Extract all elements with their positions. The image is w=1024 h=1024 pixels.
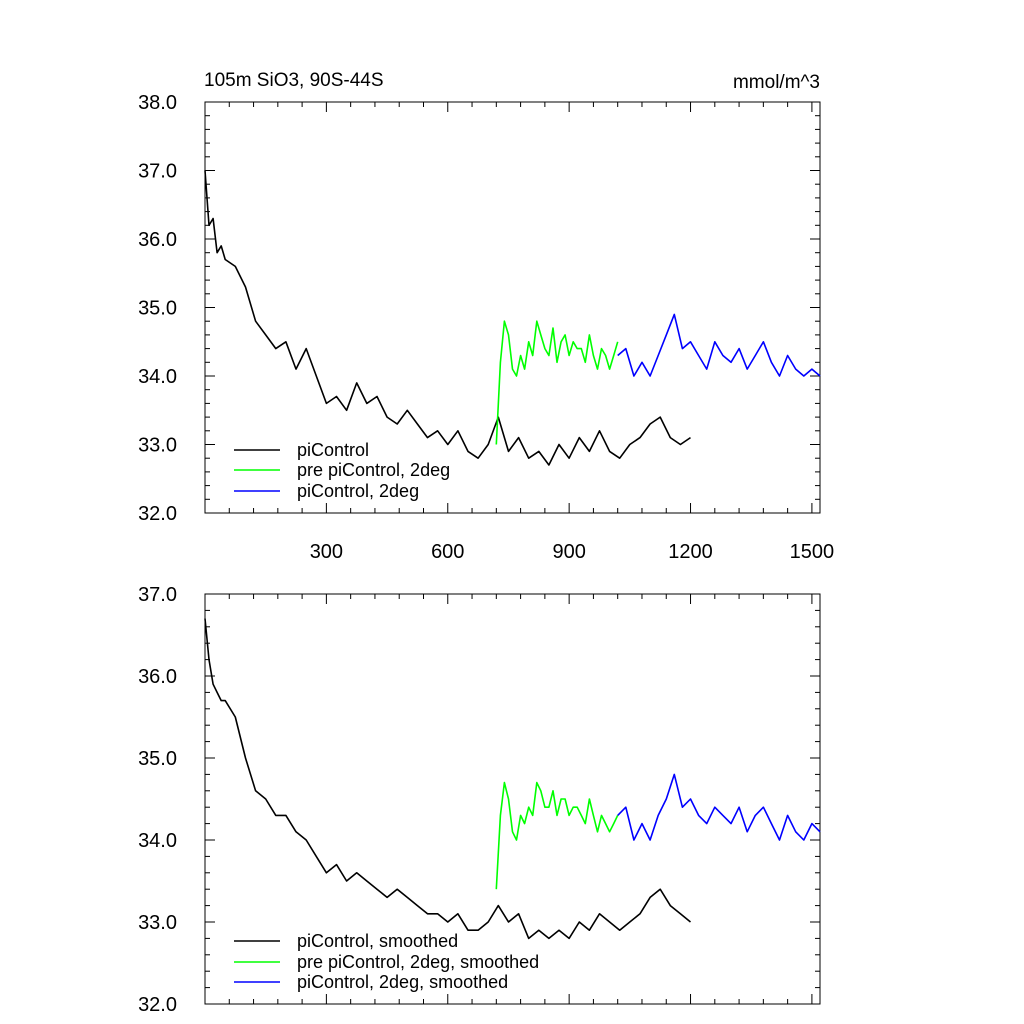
series-line-picontrol <box>204 170 691 466</box>
y-tick-label: 37.0 <box>138 584 177 606</box>
y-tick-label: 34.0 <box>138 830 177 852</box>
legend-label-pre-picontrol-smoothed: pre piControl, 2deg, smoothed <box>297 952 539 972</box>
y-tick-label: 33.0 <box>138 912 177 934</box>
top-panel: 105m SiO3, 90S-44S mmol/m^3 32.0 33.0 34.0… <box>138 70 834 563</box>
y-tick-label: 34.0 <box>138 366 177 388</box>
y-tick-label: 32.0 <box>138 503 177 525</box>
y-tick-label: 35.0 <box>138 748 177 770</box>
series-lines <box>204 618 821 940</box>
units-label: mmol/m^3 <box>733 72 820 93</box>
series-line-picontrol-2deg <box>617 313 821 377</box>
axis-ticks <box>205 101 820 514</box>
series-lines <box>204 170 821 466</box>
x-tick-label: 600 <box>431 541 464 563</box>
x-tick-label: 300 <box>310 541 343 563</box>
chart-title: 105m SiO3, 90S-44S <box>204 70 384 91</box>
x-tick-labels: 300 600 900 1200 1500 <box>310 541 834 563</box>
plot-frame <box>204 593 821 1005</box>
series-line-pre-picontrol-2deg <box>495 320 619 445</box>
x-tick-label: 1500 <box>790 541 835 563</box>
y-tick-label: 37.0 <box>138 161 177 183</box>
y-tick-label: 32.0 <box>138 994 177 1016</box>
bottom-panel: 32.0 33.0 34.0 35.0 36.0 37.0 piControl, smoo… <box>138 584 821 1016</box>
legend-label-picontrol: piControl <box>297 440 369 460</box>
y-tick-label: 36.0 <box>138 229 177 251</box>
x-tick-label: 1200 <box>668 541 713 563</box>
legend-label-pre-picontrol: pre piControl, 2deg <box>297 460 450 480</box>
y-tick-label: 36.0 <box>138 666 177 688</box>
legend-label-picontrol-smoothed: piControl, smoothed <box>297 931 458 951</box>
legend-label-picontrol-2deg-smoothed: piControl, 2deg, smoothed <box>297 972 508 992</box>
y-tick-labels: 32.0 33.0 34.0 35.0 36.0 37.0 38.0 <box>138 92 177 525</box>
y-tick-labels: 32.0 33.0 34.0 35.0 36.0 37.0 <box>138 584 177 1016</box>
legend: piControl pre piControl, 2deg piControl,… <box>234 440 450 501</box>
y-tick-label: 33.0 <box>138 435 177 457</box>
y-tick-label: 38.0 <box>138 92 177 114</box>
legend-label-picontrol-2deg: piControl, 2deg <box>297 481 419 501</box>
series-line-picontrol-smoothed <box>204 618 692 940</box>
x-tick-label: 900 <box>552 541 585 563</box>
legend: piControl, smoothed pre piControl, 2deg,… <box>234 931 539 992</box>
series-line-picontrol-2deg-smoothed <box>617 773 821 841</box>
series-line-pre-picontrol-2deg-smoothed <box>495 781 619 890</box>
y-tick-label: 35.0 <box>138 298 177 320</box>
axis-ticks <box>205 593 820 1005</box>
